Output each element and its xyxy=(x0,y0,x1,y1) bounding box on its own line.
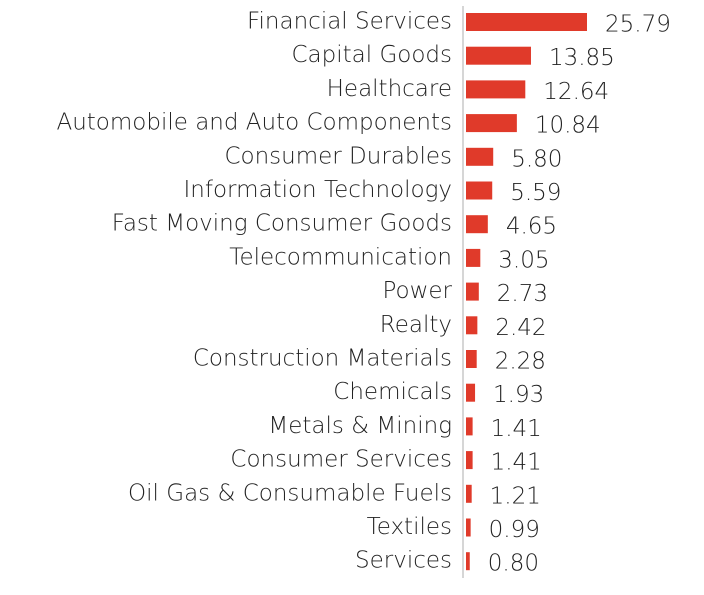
bar xyxy=(466,417,473,436)
category-label: Consumer Services xyxy=(230,447,452,473)
category-label: Fast Moving Consumer Goods xyxy=(112,211,452,237)
category-label: Metals & Mining xyxy=(268,413,452,439)
bar xyxy=(466,215,488,234)
bar xyxy=(466,316,478,335)
bar xyxy=(466,350,477,368)
category-label: Consumer Durables xyxy=(224,143,452,169)
category-label: Chemicals xyxy=(333,379,452,405)
bar xyxy=(466,552,470,571)
value-label: 2.73 xyxy=(497,281,548,307)
value-label: 3.05 xyxy=(498,247,549,273)
value-label: 2.28 xyxy=(495,349,546,375)
value-label: 1.93 xyxy=(493,382,544,408)
bar xyxy=(466,46,531,65)
bar xyxy=(466,248,481,267)
value-label: 2.42 xyxy=(495,315,546,341)
bar xyxy=(466,114,517,133)
bar xyxy=(466,80,526,99)
category-label: Capital Goods xyxy=(291,42,452,68)
bar xyxy=(466,518,471,537)
category-label: Realty xyxy=(380,312,452,338)
category-label: Telecommunication xyxy=(229,244,452,270)
bar xyxy=(466,181,493,200)
value-label: 5.59 xyxy=(510,180,561,206)
bar xyxy=(466,147,494,166)
category-label: Oil Gas & Consumable Fuels xyxy=(128,480,452,506)
value-label: 0.99 xyxy=(489,517,540,543)
value-label: 4.65 xyxy=(506,214,557,240)
category-label: Power xyxy=(382,278,452,304)
value-label: 5.80 xyxy=(511,146,562,172)
value-label: 10.84 xyxy=(535,113,601,139)
bar xyxy=(466,13,587,31)
bar xyxy=(466,383,476,402)
bar xyxy=(466,282,479,301)
category-label: Textiles xyxy=(367,514,452,540)
category-label: Services xyxy=(355,548,452,574)
category-label: Financial Services xyxy=(247,9,452,35)
category-label: Information Technology xyxy=(184,177,453,203)
category-label: Automobile and Auto Components xyxy=(56,110,452,136)
value-label: 13.85 xyxy=(549,45,615,71)
bar xyxy=(466,484,472,503)
value-label: 1.41 xyxy=(491,450,542,476)
value-label: 0.80 xyxy=(488,551,539,577)
value-label: 12.64 xyxy=(543,79,609,105)
category-label: Healthcare xyxy=(327,76,452,102)
value-label: 25.79 xyxy=(605,12,671,38)
bar xyxy=(466,451,473,470)
value-label: 1.41 xyxy=(491,416,542,442)
category-label: Construction Materials xyxy=(193,346,452,372)
value-label: 1.21 xyxy=(490,483,541,509)
